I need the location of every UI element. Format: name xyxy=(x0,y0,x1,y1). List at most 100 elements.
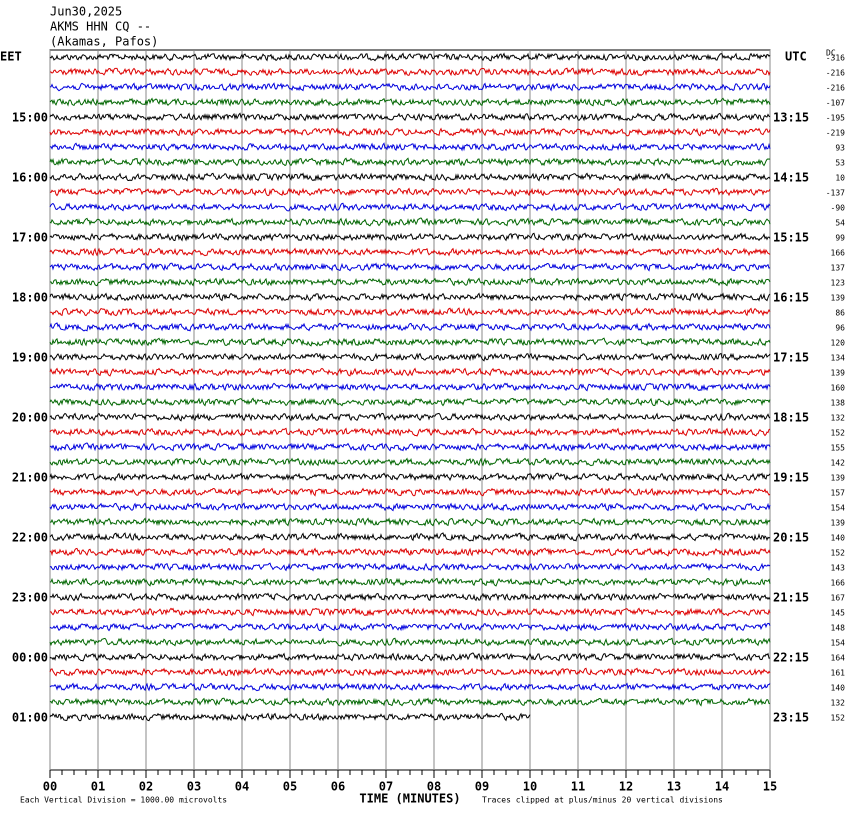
trace xyxy=(49,142,771,152)
x-tick-label: 09 xyxy=(475,780,489,794)
right-hour-label: 23:15 xyxy=(773,711,809,725)
dc-value: 138 xyxy=(831,399,846,408)
dc-value: 54 xyxy=(835,219,845,228)
dc-value: -219 xyxy=(826,129,845,138)
trace xyxy=(49,247,771,257)
trace xyxy=(49,127,771,137)
dc-value: 148 xyxy=(831,624,846,633)
trace xyxy=(49,667,771,677)
trace xyxy=(49,97,771,107)
trace xyxy=(49,517,771,527)
dc-value: 96 xyxy=(835,324,845,333)
dc-value: 152 xyxy=(831,549,846,558)
left-hour-label: 19:00 xyxy=(12,351,48,365)
trace xyxy=(49,232,771,242)
trace xyxy=(49,397,771,407)
trace xyxy=(49,412,771,422)
trace xyxy=(49,337,771,347)
right-hour-label: 19:15 xyxy=(773,471,809,485)
trace xyxy=(49,442,771,452)
dc-value: 53 xyxy=(835,159,845,168)
left-hour-label: 15:00 xyxy=(12,111,48,125)
dc-label: DC xyxy=(826,49,836,58)
trace xyxy=(49,457,771,467)
trace xyxy=(49,367,771,377)
trace xyxy=(49,682,771,692)
trace xyxy=(49,697,771,707)
trace xyxy=(49,187,771,197)
trace xyxy=(49,382,771,392)
dc-value: 164 xyxy=(831,654,846,663)
dc-value: -137 xyxy=(826,189,845,198)
trace xyxy=(49,82,771,92)
dc-value: 161 xyxy=(831,669,846,678)
right-hour-label: 21:15 xyxy=(773,591,809,605)
dc-value: 140 xyxy=(831,684,846,693)
trace xyxy=(49,277,771,287)
x-tick-label: 07 xyxy=(379,780,393,794)
trace xyxy=(49,652,771,662)
x-tick-label: 15 xyxy=(763,780,777,794)
x-tick-label: 01 xyxy=(91,780,105,794)
right-hour-label: 16:15 xyxy=(773,291,809,305)
trace xyxy=(49,637,771,647)
dc-value: 152 xyxy=(831,429,846,438)
dc-value: 139 xyxy=(831,294,846,303)
x-tick-label: 08 xyxy=(427,780,441,794)
trace xyxy=(49,622,771,632)
trace xyxy=(49,547,771,557)
dc-value: 123 xyxy=(831,279,846,288)
trace xyxy=(49,577,771,587)
trace xyxy=(49,292,771,302)
dc-value: 137 xyxy=(831,264,846,273)
right-hour-label: 13:15 xyxy=(773,111,809,125)
dc-value: -216 xyxy=(826,69,845,78)
trace xyxy=(49,562,771,572)
trace xyxy=(49,52,771,62)
dc-value: 166 xyxy=(831,249,846,258)
trace xyxy=(49,487,771,497)
dc-value: 132 xyxy=(831,699,846,708)
left-hour-label: 23:00 xyxy=(12,591,48,605)
plot-frame xyxy=(49,49,771,771)
trace xyxy=(49,352,771,362)
dc-value: 10 xyxy=(835,174,845,183)
dc-value: 139 xyxy=(831,519,846,528)
trace xyxy=(49,157,771,167)
x-tick-label: 13 xyxy=(667,780,681,794)
x-tick-label: 14 xyxy=(715,780,729,794)
dc-value: -107 xyxy=(826,99,845,108)
trace xyxy=(49,172,771,182)
trace xyxy=(49,262,771,272)
right-hour-label: 14:15 xyxy=(773,171,809,185)
dc-value: 154 xyxy=(831,639,846,648)
trace xyxy=(49,502,771,512)
left-hour-label: 00:00 xyxy=(12,651,48,665)
dc-value: 139 xyxy=(831,369,846,378)
trace xyxy=(49,472,771,482)
right-hour-label: 18:15 xyxy=(773,411,809,425)
header-date: Jun30,2025 xyxy=(50,5,122,19)
trace xyxy=(49,607,771,617)
dc-value: -90 xyxy=(831,204,846,213)
x-tick-label: 12 xyxy=(619,780,633,794)
dc-value: 86 xyxy=(835,309,845,318)
x-tick-label: 04 xyxy=(235,780,249,794)
dc-value: 160 xyxy=(831,384,846,393)
dc-value: 145 xyxy=(831,609,846,618)
x-tick-label: 06 xyxy=(331,780,345,794)
x-tick-label: 11 xyxy=(571,780,585,794)
right-hour-label: 17:15 xyxy=(773,351,809,365)
dc-value: 120 xyxy=(831,339,846,348)
trace xyxy=(49,712,531,722)
left-hour-label: 22:00 xyxy=(12,531,48,545)
trace xyxy=(49,322,771,332)
dc-value: -316 xyxy=(826,54,845,63)
right-hour-label: 22:15 xyxy=(773,651,809,665)
dc-value: 134 xyxy=(831,354,846,363)
left-hour-label: 20:00 xyxy=(12,411,48,425)
x-tick-label: 10 xyxy=(523,780,537,794)
header-location: (Akamas, Pafos) xyxy=(50,35,158,49)
dc-value: 93 xyxy=(835,144,845,153)
